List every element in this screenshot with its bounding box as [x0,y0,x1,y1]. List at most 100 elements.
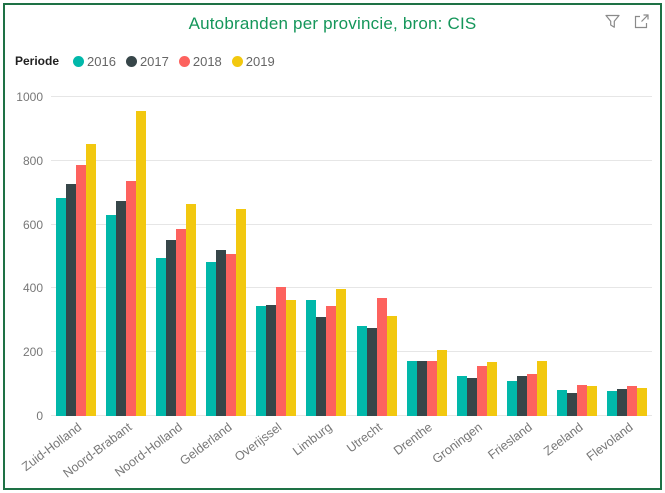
focus-mode-icon[interactable] [633,13,650,30]
bar-2018-friesland[interactable] [526,374,537,416]
bar-2019-zuid-holland[interactable] [86,144,97,416]
bar-2019-zeeland[interactable] [586,385,597,416]
bar-2019-friesland[interactable] [536,360,547,416]
bar-2019-gelderland[interactable] [236,208,247,416]
chart-area: 0 200 400 600 800 1000 [5,86,660,423]
bar-2017-noord-brabant[interactable] [116,200,127,416]
bar-2017-gelderland[interactable] [216,250,227,416]
x-axis-cell-limburg: Limburg [290,416,351,488]
bar-2016-groningen[interactable] [456,375,467,416]
gridline-400 [51,287,652,289]
bar-2016-zuid-holland[interactable] [56,198,67,416]
bar-2018-drenthe[interactable] [426,361,437,416]
legend-item-2019[interactable]: 2019 [231,53,275,69]
y-axis-tick-label-0: 0 [36,409,43,423]
bar-2018-groningen[interactable] [476,365,487,416]
y-axis-tick-label-1000: 1000 [16,90,43,104]
legend-marker-2016 [73,55,85,67]
gridline-200 [51,351,652,353]
visual-header-icons [604,13,650,30]
bar-2018-utrecht[interactable] [376,297,387,416]
legend-marker-2018 [178,55,190,67]
bar-group-groningen [452,86,502,416]
bar-group-noord-brabant [101,86,151,416]
legend-label-2018: 2018 [192,53,222,69]
y-axis-tick-label-200: 200 [22,345,43,360]
bar-2016-noord-holland[interactable] [156,258,167,416]
bar-2017-utrecht[interactable] [366,328,377,416]
bar-2016-noord-brabant[interactable] [106,215,117,416]
bar-group-limburg [301,86,351,416]
bar-2019-drenthe[interactable] [436,349,447,416]
bar-2019-noord-brabant[interactable] [136,111,147,416]
bar-2018-zuid-holland[interactable] [76,164,87,416]
bar-2019-utrecht[interactable] [386,316,397,416]
legend-marker-2017 [125,55,137,67]
bar-2018-gelderland[interactable] [226,253,237,416]
bar-2017-zuid-holland[interactable] [66,184,77,416]
bar-2019-flevoland[interactable] [636,388,647,416]
bar-2016-friesland[interactable] [506,380,517,416]
legend-label-2016: 2016 [87,53,116,69]
bar-2018-overijssel[interactable] [276,287,287,416]
gridline-600 [51,223,652,225]
bar-2018-flevoland[interactable] [626,386,637,416]
legend-items: 2016 2017 2018 2019 [73,54,285,69]
legend-item-2016[interactable]: 2016 [73,54,116,69]
bar-group-flevoland [602,86,652,416]
bar-group-utrecht [351,86,401,416]
bar-2016-gelderland[interactable] [206,261,217,416]
bar-2018-limburg[interactable] [326,306,337,416]
legend-item-2018[interactable]: 2018 [178,53,222,69]
x-axis-cell-utrecht: Utrecht [344,416,401,488]
x-axis: Zuid-Holland Noord-Brabant Noord-Holland Ge… [19,416,652,488]
chart-visual-container: Autobranden per provincie, bron: CIS Per… [3,3,662,490]
bar-2016-utrecht[interactable] [356,326,367,416]
bar-2016-zeeland[interactable] [556,389,567,416]
visual-header: Autobranden per provincie, bron: CIS [5,5,660,41]
gridline-1000 [51,96,652,97]
bar-2017-zeeland[interactable] [566,392,577,416]
bar-2017-groningen[interactable] [466,377,477,416]
bar-group-drenthe [402,86,452,416]
y-axis: 0 200 400 600 800 1000 [5,86,51,423]
legend-title: Periode [15,54,60,68]
gridline-0 [51,415,652,416]
bar-2016-limburg[interactable] [306,299,317,416]
plot-area [51,86,652,416]
x-axis-cell-friesland: Friesland [486,416,552,488]
y-axis-tick-label-600: 600 [22,217,43,232]
bar-2017-drenthe[interactable] [416,361,427,416]
bar-2019-overijssel[interactable] [286,299,297,416]
bar-group-gelderland [201,86,251,416]
bars-row [51,86,652,416]
filter-icon[interactable] [604,13,621,30]
legend-marker-2019 [231,55,243,67]
bar-2017-limburg[interactable] [316,316,327,416]
bar-2016-drenthe[interactable] [406,360,417,416]
bar-2019-limburg[interactable] [336,288,347,416]
bar-group-noord-holland [151,86,201,416]
chart-title: Autobranden per provincie, bron: CIS [188,14,477,33]
legend: Periode 2016 2017 2018 2019 [15,49,660,73]
bar-2017-flevoland[interactable] [616,388,627,416]
bar-2017-noord-holland[interactable] [166,239,177,416]
legend-item-2017[interactable]: 2017 [125,54,169,69]
bar-group-zuid-holland [51,86,101,416]
bar-2018-noord-holland[interactable] [176,228,187,416]
bar-2019-groningen[interactable] [486,362,497,416]
bar-2017-friesland[interactable] [516,376,527,416]
legend-label-2019: 2019 [245,53,275,69]
bar-2016-overijssel[interactable] [256,305,267,416]
gridline-800 [51,159,652,161]
y-axis-tick-label-800: 800 [22,153,43,168]
bar-group-zeeland [552,86,602,416]
bar-2018-noord-brabant[interactable] [126,180,137,416]
bar-group-friesland [502,86,552,416]
bar-2017-overijssel[interactable] [266,305,277,416]
bar-group-overijssel [251,86,301,416]
y-axis-tick-label-400: 400 [22,281,43,296]
bar-2019-noord-holland[interactable] [186,203,197,416]
bar-2018-zeeland[interactable] [576,384,587,416]
bar-2016-flevoland[interactable] [606,391,617,416]
